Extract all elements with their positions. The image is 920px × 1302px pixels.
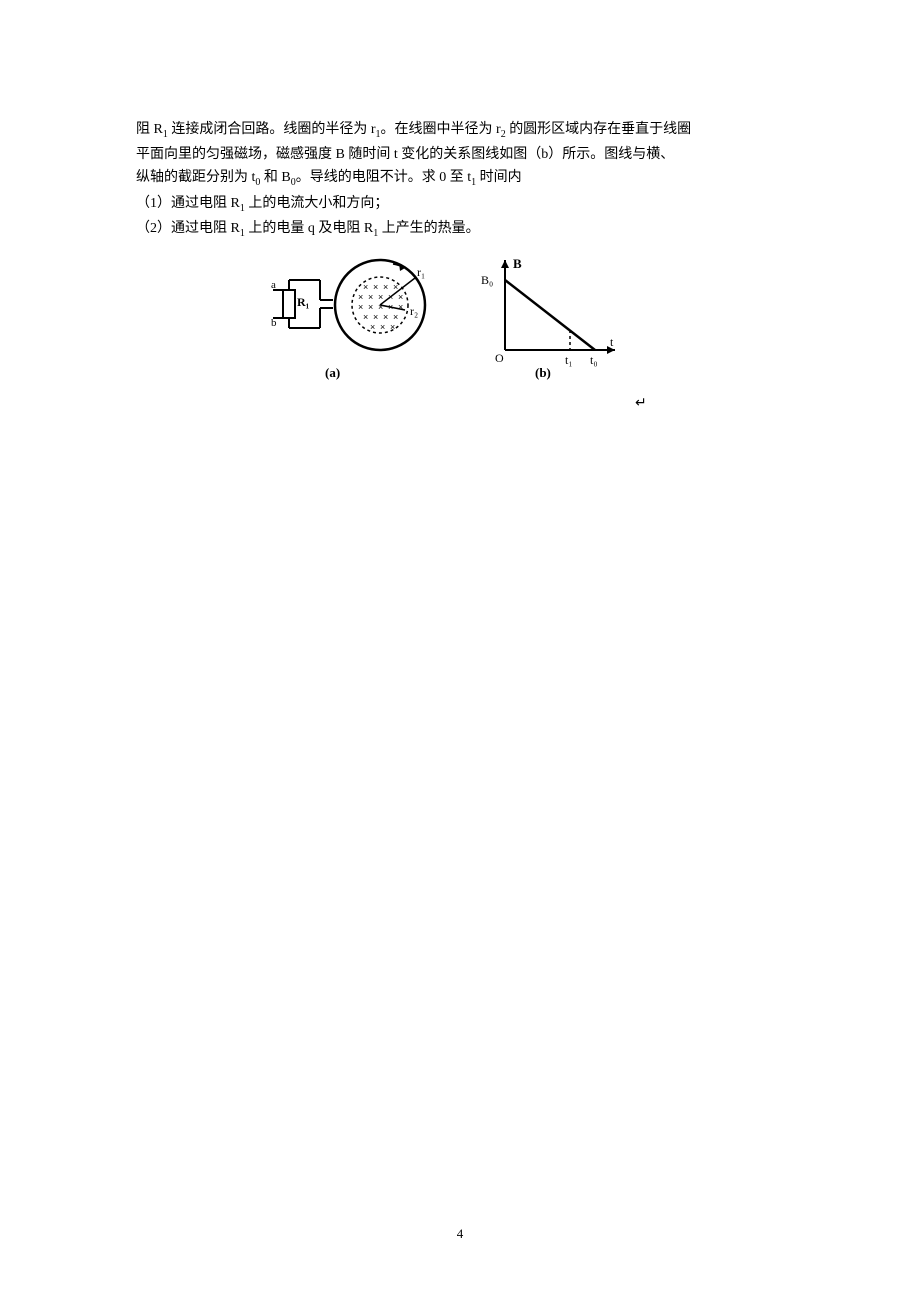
paragraph-3: 纵轴的截距分别为 t0 和 B0。导线的电阻不计。求 0 至 t1 时间内	[136, 166, 784, 191]
text: 。导线的电阻不计。求 0 至 t	[296, 170, 471, 185]
text: （1）通过电阻 R	[136, 196, 240, 211]
text: 。在线圈中半径为 r	[381, 122, 501, 137]
caption-b: (b)	[535, 365, 551, 381]
question-2: （2）通过电阻 R1 上的电量 q 及电阻 R1 上产生的热量。	[136, 217, 784, 242]
svg-text:×: ×	[383, 282, 388, 292]
svg-text:×: ×	[398, 302, 403, 312]
text: 阻 R	[136, 122, 163, 137]
figures: a b R₁ ×××× ××××× ××××× ×××× ×××	[265, 250, 655, 405]
text: 和 B	[260, 170, 290, 185]
text: 上的电量 q 及电阻 R	[245, 221, 373, 236]
text: 连接成闭合回路。线圈的半径为 r	[168, 122, 376, 137]
t-axis-label: t	[610, 335, 614, 349]
paragraph-1: 阻 R1 连接成闭合回路。线圈的半径为 r1。在线圈中半径为 r2 的圆形区域内…	[136, 118, 784, 143]
text: 平面向里的匀强磁场，磁感强度 B 随时间 t 变化的关系图线如图（b）所示。图线…	[136, 147, 674, 162]
text: 的圆形区域内存在垂直于线圈	[506, 122, 692, 137]
b0-label: B₀	[481, 273, 493, 287]
paragraph-2: 平面向里的匀强磁场，磁感强度 B 随时间 t 变化的关系图线如图（b）所示。图线…	[136, 143, 784, 166]
svg-text:×: ×	[398, 292, 403, 302]
svg-text:×: ×	[370, 322, 375, 332]
figure-a: a b R₁ ×××× ××××× ××××× ×××× ×××	[265, 250, 445, 390]
svg-text:×: ×	[390, 322, 395, 332]
t0-label: t₀	[590, 353, 598, 367]
text: （2）通过电阻 R	[136, 221, 240, 236]
terminal-a: a	[271, 279, 276, 291]
question-1: （1）通过电阻 R1 上的电流大小和方向；	[136, 192, 784, 217]
return-symbol: ↵	[635, 395, 647, 412]
t1-label: t₁	[565, 353, 573, 367]
text: 上产生的热量。	[378, 221, 480, 236]
figure-b: B B₀ t O t₁ t₀ (b)	[475, 250, 635, 390]
text: 纵轴的截距分别为 t	[136, 170, 255, 185]
r1-label: r₁	[417, 265, 425, 279]
svg-text:×: ×	[380, 322, 385, 332]
field-crosses: ×××× ××××× ××××× ×××× ×××	[358, 282, 403, 332]
svg-text:×: ×	[393, 312, 398, 322]
svg-text:×: ×	[393, 282, 398, 292]
circuit-diagram: a b R₁ ×××× ××××× ××××× ×××× ×××	[265, 250, 445, 390]
svg-text:×: ×	[358, 292, 363, 302]
svg-text:×: ×	[368, 292, 373, 302]
origin-label: O	[495, 351, 504, 365]
bt-graph: B B₀ t O t₁ t₀	[475, 250, 635, 390]
page-number: 4	[0, 1226, 920, 1242]
svg-text:×: ×	[368, 302, 373, 312]
svg-text:×: ×	[363, 282, 368, 292]
text: 上的电流大小和方向；	[245, 196, 389, 211]
svg-text:×: ×	[373, 312, 378, 322]
b-axis-label: B	[513, 256, 522, 271]
r2-label: r₂	[410, 304, 418, 318]
terminal-b: b	[271, 317, 277, 329]
svg-text:×: ×	[358, 302, 363, 312]
caption-a: (a)	[325, 365, 340, 381]
svg-text:×: ×	[378, 292, 383, 302]
svg-text:×: ×	[363, 312, 368, 322]
text: 时间内	[476, 170, 522, 185]
resistor-label: R₁	[297, 295, 310, 309]
svg-text:×: ×	[383, 312, 388, 322]
svg-text:×: ×	[373, 282, 378, 292]
main-content: 阻 R1 连接成闭合回路。线圈的半径为 r1。在线圈中半径为 r2 的圆形区域内…	[136, 118, 784, 242]
